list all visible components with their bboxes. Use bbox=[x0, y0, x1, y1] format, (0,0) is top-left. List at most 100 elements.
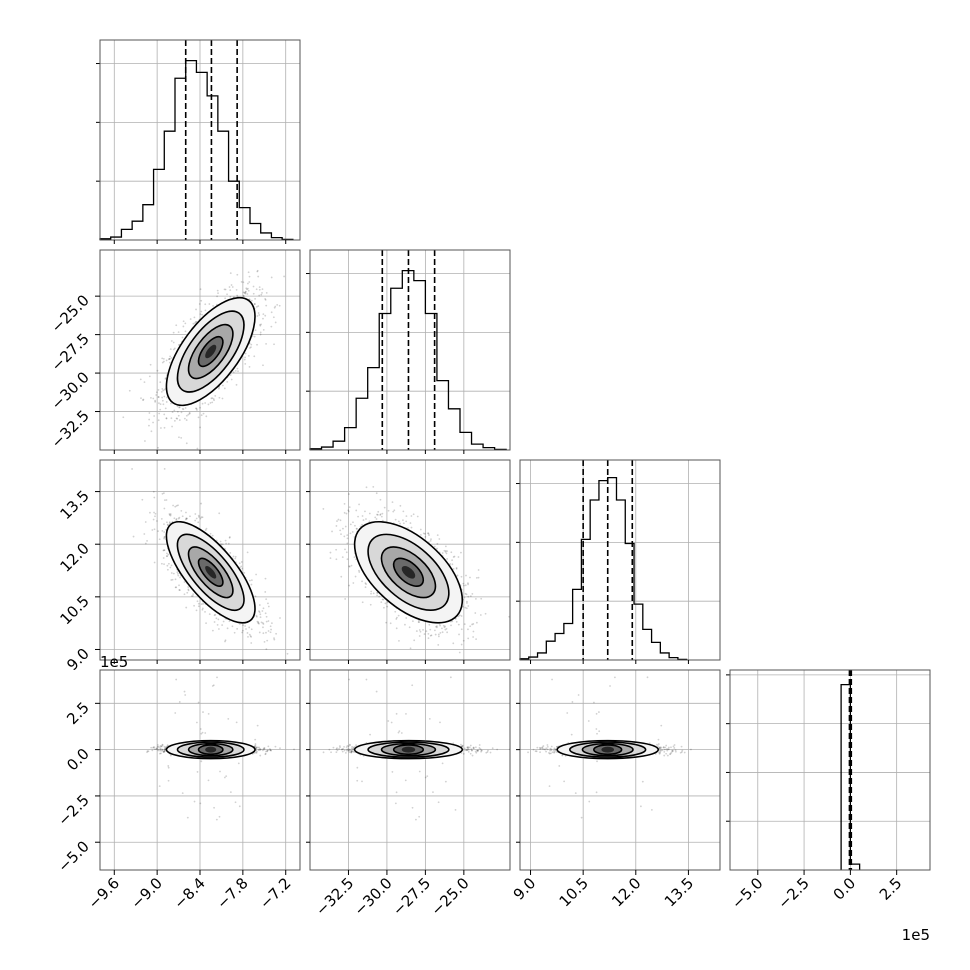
scatter-point bbox=[161, 399, 164, 402]
scatter-point bbox=[445, 552, 448, 555]
scatter-point bbox=[427, 633, 430, 635]
density-fill bbox=[205, 344, 217, 359]
hist-panel-0 bbox=[96, 39, 301, 241]
scatter-point bbox=[457, 556, 460, 558]
scatter-point bbox=[430, 538, 432, 541]
scatter-point bbox=[165, 417, 168, 420]
contour-line bbox=[197, 557, 224, 587]
scatter-point bbox=[173, 517, 176, 520]
scatter-point bbox=[215, 617, 218, 620]
scatter-point bbox=[261, 622, 264, 624]
scatter-point bbox=[377, 510, 380, 513]
scatter-point bbox=[392, 510, 395, 513]
scatter-point bbox=[438, 538, 441, 540]
scatter-point bbox=[276, 665, 278, 667]
scatter-point bbox=[370, 592, 372, 595]
scatter-point bbox=[159, 749, 162, 752]
scatter-point bbox=[265, 304, 268, 307]
scatter-point bbox=[247, 354, 250, 357]
scatter-point bbox=[265, 631, 267, 634]
scatter-point bbox=[178, 406, 181, 409]
scatter-point bbox=[162, 549, 165, 552]
scatter-point bbox=[163, 750, 165, 753]
scatter-point bbox=[384, 602, 387, 605]
scatter-point bbox=[335, 525, 338, 527]
scatter-point bbox=[412, 513, 415, 516]
scatter-point bbox=[163, 536, 166, 539]
scatter-point bbox=[228, 536, 231, 539]
scatter-point bbox=[185, 414, 188, 417]
scatter-point bbox=[455, 567, 458, 569]
panel-frame bbox=[519, 459, 721, 661]
scatter-point bbox=[175, 518, 178, 521]
scatter-point bbox=[343, 502, 346, 505]
scatter-point bbox=[164, 377, 167, 380]
scatter-point bbox=[166, 564, 169, 567]
scatter-point bbox=[161, 361, 164, 364]
scatter-point bbox=[460, 643, 463, 646]
scatter-point bbox=[441, 552, 444, 554]
scatter-point bbox=[361, 515, 364, 517]
scatter-point bbox=[273, 343, 275, 346]
scatter-point bbox=[217, 618, 220, 621]
scatter-point bbox=[379, 513, 382, 516]
scatter-point bbox=[185, 419, 188, 421]
scatter-point bbox=[248, 626, 251, 629]
scatter-point bbox=[163, 395, 166, 398]
scatter-point bbox=[474, 612, 477, 614]
scatter-point bbox=[217, 292, 219, 295]
scatter-point bbox=[471, 593, 474, 595]
scatter-point bbox=[255, 573, 258, 576]
scatter-point bbox=[187, 589, 190, 592]
scatter-point bbox=[243, 571, 246, 574]
scatter-point bbox=[469, 625, 472, 628]
scatter-point bbox=[437, 633, 440, 636]
scatter-point bbox=[244, 362, 247, 365]
scatter-point bbox=[260, 293, 263, 296]
scatter-point bbox=[173, 347, 176, 350]
scatter-point bbox=[402, 519, 404, 522]
scatter-point bbox=[410, 526, 413, 529]
scatter-point bbox=[216, 289, 219, 292]
scatter-point bbox=[480, 597, 483, 600]
scatter-point bbox=[198, 303, 201, 305]
scatter-point bbox=[218, 396, 221, 399]
scatter-point bbox=[216, 623, 219, 626]
scatter-point bbox=[183, 593, 186, 596]
scatter-point bbox=[200, 299, 203, 302]
scatter-point bbox=[234, 557, 237, 560]
scatter-point bbox=[177, 414, 180, 417]
scatter-point bbox=[178, 589, 181, 592]
scatter-point bbox=[270, 311, 273, 314]
scatter-point bbox=[165, 499, 168, 501]
scatter-point bbox=[246, 288, 248, 291]
scatter-point bbox=[436, 625, 438, 628]
scatter-point bbox=[286, 652, 289, 655]
scatter-point bbox=[361, 580, 363, 583]
scatter-point bbox=[434, 633, 437, 636]
scatter-point bbox=[198, 516, 200, 518]
scatter-point bbox=[462, 582, 465, 585]
scatter-point bbox=[428, 623, 431, 626]
scatter-point bbox=[457, 623, 460, 626]
scatter-point bbox=[258, 622, 260, 625]
scatter-point bbox=[194, 322, 196, 324]
scatter-point bbox=[430, 634, 433, 637]
scatter-point bbox=[244, 625, 247, 627]
contour-line bbox=[165, 296, 256, 407]
scatter-point bbox=[165, 401, 168, 403]
scatter-point bbox=[250, 343, 253, 346]
scatter-point bbox=[199, 406, 201, 409]
scatter-point bbox=[177, 574, 180, 577]
scatter-point bbox=[242, 291, 245, 294]
scatter-point bbox=[379, 498, 382, 501]
panel-frame bbox=[309, 249, 511, 451]
scatter-point bbox=[161, 396, 164, 399]
scatter-point bbox=[187, 588, 190, 591]
scatter-point bbox=[224, 288, 227, 291]
scatter-point bbox=[341, 556, 344, 559]
scatter-point bbox=[250, 642, 253, 644]
scatter-point bbox=[337, 518, 340, 521]
scatter-point bbox=[465, 574, 467, 577]
scatter-point bbox=[201, 516, 204, 519]
